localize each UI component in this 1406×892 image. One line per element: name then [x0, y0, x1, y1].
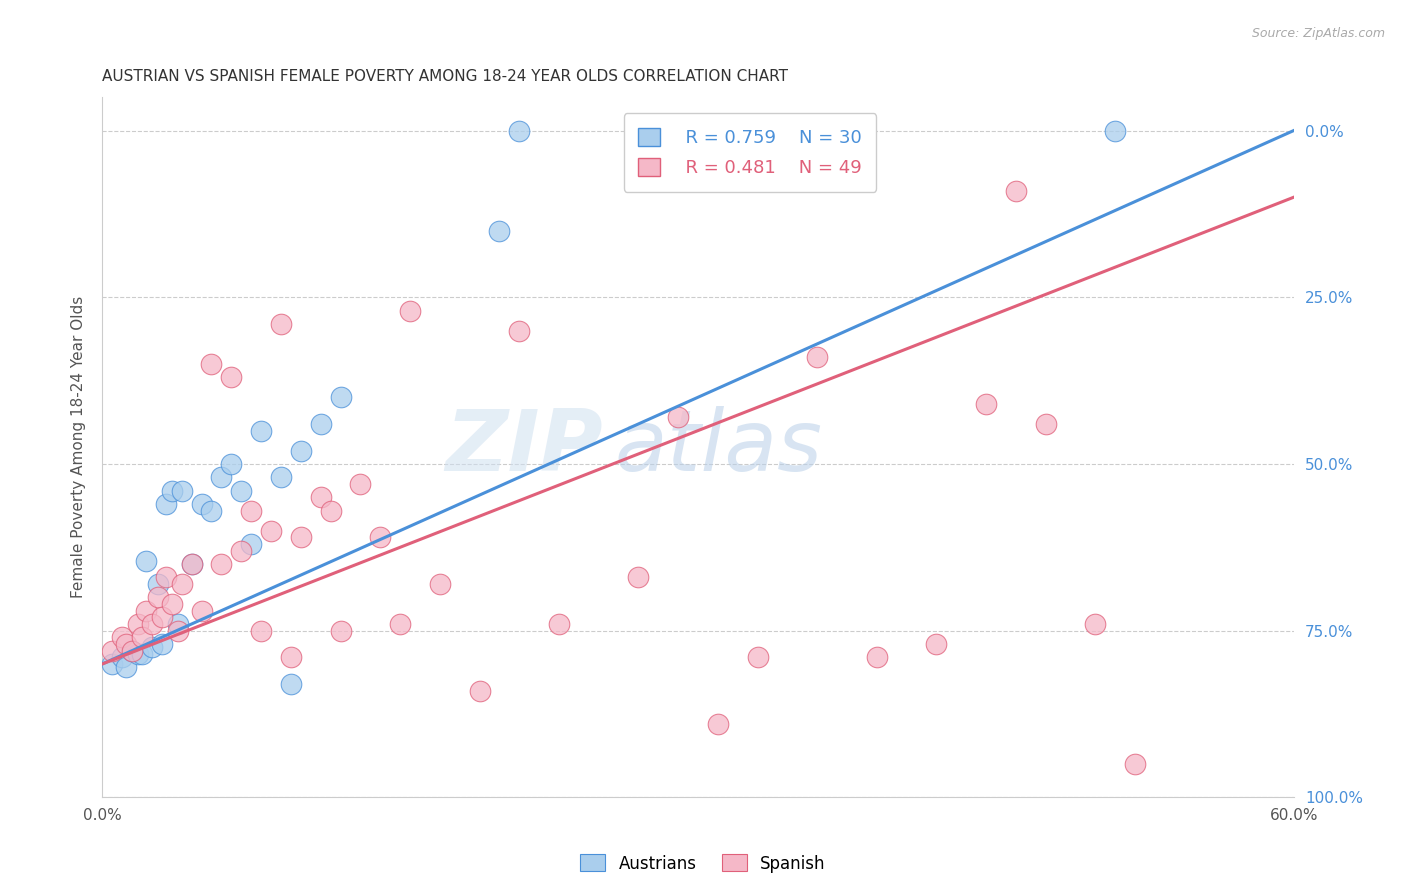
Point [209, 557, 232, 571]
Legend: Austrians, Spanish: Austrians, Spanish [574, 847, 832, 880]
Point [240, 503, 263, 517]
Point [231, 483, 253, 498]
Point [115, 660, 138, 674]
Point [160, 483, 183, 498]
Point [974, 397, 997, 411]
Point [190, 497, 212, 511]
Point [180, 557, 202, 571]
Y-axis label: Female Poverty Among 18-24 Year Olds: Female Poverty Among 18-24 Year Olds [72, 296, 86, 599]
Point [270, 317, 292, 331]
Point [349, 477, 371, 491]
Point [135, 554, 157, 568]
Point [155, 570, 177, 584]
Point [111, 630, 134, 644]
Point [170, 483, 193, 498]
Point [1035, 417, 1057, 431]
Point [131, 630, 153, 644]
Point [141, 617, 163, 632]
Point [121, 643, 143, 657]
Point [166, 617, 188, 632]
Point [666, 410, 689, 425]
Point [707, 717, 730, 731]
Text: Source: ZipAtlas.com: Source: ZipAtlas.com [1251, 27, 1385, 40]
Point [135, 604, 157, 618]
Point [806, 351, 828, 365]
Point [925, 637, 948, 651]
Point [280, 677, 302, 691]
Point [150, 637, 173, 651]
Point [121, 643, 143, 657]
Point [166, 624, 188, 638]
Point [250, 424, 273, 438]
Point [399, 303, 422, 318]
Point [111, 650, 134, 665]
Point [468, 683, 491, 698]
Point [127, 617, 149, 632]
Point [309, 491, 332, 505]
Point [240, 537, 263, 551]
Point [250, 624, 273, 638]
Point [548, 617, 571, 632]
Point [329, 390, 352, 404]
Point [309, 417, 332, 431]
Point [150, 610, 173, 624]
Text: atlas: atlas [614, 406, 823, 489]
Legend:   R = 0.759    N = 30,   R = 0.481    N = 49: R = 0.759 N = 30, R = 0.481 N = 49 [624, 113, 876, 192]
Point [329, 624, 352, 638]
Point [389, 617, 412, 632]
Point [290, 443, 312, 458]
Point [200, 357, 222, 371]
Point [155, 497, 177, 511]
Point [180, 557, 202, 571]
Point [146, 591, 169, 605]
Point [280, 650, 302, 665]
Point [141, 640, 163, 655]
Point [131, 647, 153, 661]
Point [368, 530, 391, 544]
Point [170, 577, 193, 591]
Point [160, 597, 183, 611]
Point [429, 577, 451, 591]
Point [508, 324, 530, 338]
Point [115, 637, 138, 651]
Point [190, 604, 212, 618]
Point [1104, 123, 1126, 137]
Point [101, 657, 124, 671]
Point [488, 223, 510, 237]
Point [508, 123, 530, 137]
Point [260, 524, 283, 538]
Point [209, 470, 232, 484]
Text: AUSTRIAN VS SPANISH FEMALE POVERTY AMONG 18-24 YEAR OLDS CORRELATION CHART: AUSTRIAN VS SPANISH FEMALE POVERTY AMONG… [103, 69, 789, 84]
Point [127, 647, 149, 661]
Point [221, 370, 243, 384]
Point [1123, 757, 1146, 772]
Point [146, 577, 169, 591]
Point [221, 457, 243, 471]
Point [747, 650, 769, 665]
Point [231, 543, 253, 558]
Point [866, 650, 889, 665]
Point [270, 470, 292, 484]
Point [101, 643, 124, 657]
Point [290, 530, 312, 544]
Point [200, 503, 222, 517]
Point [1084, 617, 1107, 632]
Point [319, 503, 342, 517]
Point [627, 570, 650, 584]
Text: ZIP: ZIP [446, 406, 603, 489]
Point [1004, 184, 1026, 198]
